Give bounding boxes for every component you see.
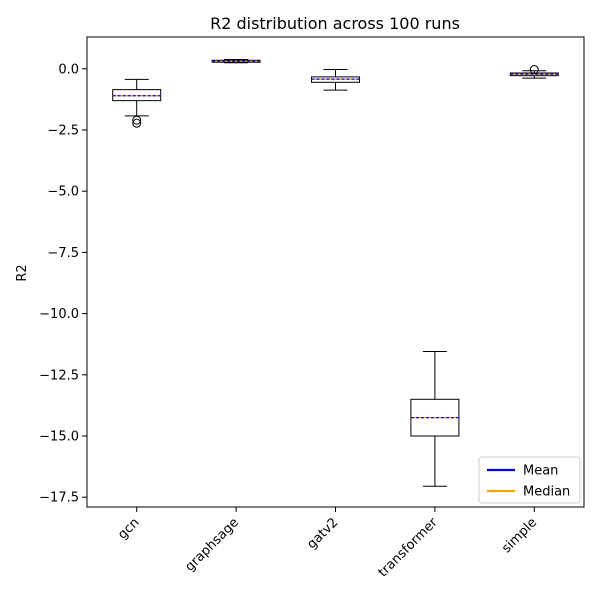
x-tick-label: graphsage <box>182 515 241 574</box>
y-tick-label: −2.5 <box>47 124 79 139</box>
box-transformer <box>410 351 460 487</box>
x-tick-label: simple <box>499 515 540 556</box>
y-tick-label: −15.0 <box>39 430 79 445</box>
plot-area <box>112 59 559 487</box>
x-tick-label: transformer <box>376 515 442 581</box>
y-tick-label: −17.5 <box>39 491 79 506</box>
chart-title: R2 distribution across 100 runs <box>210 14 460 33</box>
outlier-point <box>132 118 142 128</box>
y-axis-label: R2 <box>15 264 30 281</box>
y-tick-label: 0.0 <box>58 62 79 77</box>
axes-frame <box>86 36 585 508</box>
box-graphsage <box>211 59 261 64</box>
x-tick-label: gcn <box>115 515 142 542</box>
y-tick-label: −10.0 <box>39 307 79 322</box>
y-tick-label: −12.5 <box>39 368 79 383</box>
box-simple <box>509 65 559 79</box>
box-gatv2 <box>311 69 360 91</box>
y-tick-label: −5.0 <box>47 185 79 200</box>
legend: Mean Median <box>478 456 581 504</box>
outlier-point <box>132 115 142 125</box>
legend-label: Median <box>523 485 570 500</box>
x-tick-label: gatv2 <box>304 515 341 552</box>
box-body <box>112 89 162 102</box>
outlier-point <box>529 65 539 75</box>
legend-label: Mean <box>523 464 558 479</box>
y-tick-label: −7.5 <box>47 246 79 261</box>
box-gcn <box>112 78 162 128</box>
